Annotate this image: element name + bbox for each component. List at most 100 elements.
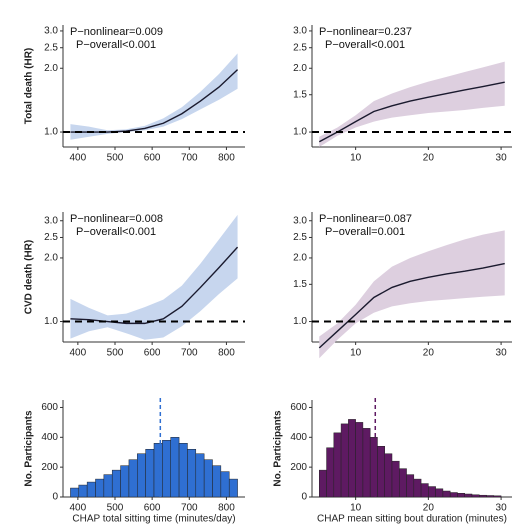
y-axis-title: No. Participants xyxy=(24,410,35,487)
y-tick-label: 3.0 xyxy=(293,215,307,226)
y-tick-label: 400 xyxy=(41,432,58,443)
histogram-bar xyxy=(355,422,364,498)
histogram-bar xyxy=(326,447,335,498)
y-tick-label: 1.0 xyxy=(44,316,58,327)
x-tick-label: 500 xyxy=(107,348,124,359)
x-tick-label: 700 xyxy=(181,348,198,359)
histogram-bar xyxy=(195,453,205,498)
y-tick-label: 3.0 xyxy=(44,26,58,37)
histogram-bar xyxy=(128,459,138,498)
y-tick-label: 3.0 xyxy=(44,215,58,226)
y-tick-label: 200 xyxy=(41,462,58,473)
y-axis-title: No. Participants xyxy=(273,410,284,487)
y-tick-label: 1.5 xyxy=(293,89,307,100)
annotation: P−nonlinear=0.237 xyxy=(319,26,412,38)
histogram-bar xyxy=(70,487,80,498)
histogram-bar xyxy=(340,423,349,498)
histogram-bar xyxy=(457,493,465,498)
y-tick-label: 2.0 xyxy=(44,253,58,264)
confidence-band xyxy=(319,230,505,359)
histogram-bar xyxy=(377,446,385,498)
x-tick-label: 800 xyxy=(218,153,235,164)
x-tick-label: 800 xyxy=(218,348,235,359)
histogram-bar xyxy=(464,493,473,498)
x-tick-label: 700 xyxy=(181,153,198,164)
histogram-bar xyxy=(137,453,146,498)
histogram-bar xyxy=(145,448,155,498)
histogram-bar xyxy=(78,484,88,498)
histogram-bar xyxy=(153,443,163,498)
histogram-bar xyxy=(162,440,171,498)
y-tick-label: 2.5 xyxy=(44,42,58,53)
x-tick-label: 400 xyxy=(70,503,87,514)
hr-curve xyxy=(70,69,239,133)
histogram-bar xyxy=(333,432,342,498)
histogram-bar xyxy=(103,474,113,498)
histogram-bar xyxy=(111,469,121,498)
histogram-bar xyxy=(442,490,451,498)
y-tick-label: 2.5 xyxy=(293,232,307,243)
histogram-bar xyxy=(95,478,105,498)
y-tick-label: 600 xyxy=(41,402,58,413)
annotation: P−nonlinear=0.008 xyxy=(70,213,163,225)
histogram-bar xyxy=(203,459,213,498)
y-tick-label: 2.0 xyxy=(44,63,58,74)
y-tick-label: 400 xyxy=(290,432,307,443)
x-tick-label: 400 xyxy=(70,348,87,359)
histogram-bar xyxy=(220,471,230,498)
histogram-bar xyxy=(212,465,222,498)
annotation: P−overall<0.001 xyxy=(76,226,156,238)
histogram-bar xyxy=(471,494,480,498)
x-tick-label: 600 xyxy=(144,503,161,514)
annotation: P−overall<0.001 xyxy=(76,39,156,51)
y-tick-label: 2.0 xyxy=(293,63,307,74)
histogram-bar xyxy=(435,488,444,498)
histogram-bar xyxy=(384,453,393,498)
x-tick-label: 700 xyxy=(181,503,198,514)
hr-curve xyxy=(318,262,505,349)
histogram-bar xyxy=(187,448,197,498)
x-tick-label: 30 xyxy=(496,348,508,359)
histogram-bar xyxy=(369,437,378,498)
y-tick-label: 0 xyxy=(52,492,58,503)
histogram-bar xyxy=(348,419,356,498)
y-axis-title: Total death (HR) xyxy=(24,48,35,124)
histogram-bar xyxy=(493,495,502,498)
y-tick-label: 2.5 xyxy=(293,42,307,53)
x-tick-label: 800 xyxy=(218,503,235,514)
annotation: P−nonlinear=0.087 xyxy=(319,213,412,225)
histogram-bar xyxy=(420,483,429,498)
x-axis-title: CHAP total sitting time (minutes/day) xyxy=(72,514,235,525)
annotation: P−overall=0.001 xyxy=(325,226,405,238)
confidence-band xyxy=(319,61,505,148)
x-tick-label: 30 xyxy=(496,503,508,514)
y-tick-label: 2.0 xyxy=(293,253,307,264)
y-tick-label: 1.5 xyxy=(293,279,307,290)
histogram-bar xyxy=(486,495,495,498)
histogram-bar xyxy=(228,478,238,498)
histogram-bar xyxy=(406,474,415,498)
annotation: P−overall<0.001 xyxy=(325,39,405,51)
y-tick-label: 1.0 xyxy=(293,127,307,138)
histogram-bar xyxy=(479,494,487,498)
histogram-bar xyxy=(428,486,436,498)
x-tick-label: 600 xyxy=(144,153,161,164)
histogram-bar xyxy=(319,469,327,498)
x-tick-label: 400 xyxy=(70,153,87,164)
confidence-band xyxy=(70,53,238,140)
y-axis-title: CVD death (HR) xyxy=(24,240,35,314)
histogram-bar xyxy=(86,481,96,498)
histogram-bar xyxy=(449,492,458,498)
y-tick-label: 1.0 xyxy=(44,127,58,138)
annotation: P−nonlinear=0.009 xyxy=(70,26,163,38)
x-tick-label: 20 xyxy=(423,503,435,514)
x-tick-label: 10 xyxy=(350,348,362,359)
y-tick-label: 200 xyxy=(290,462,307,473)
x-tick-label: 600 xyxy=(144,348,161,359)
x-tick-label: 20 xyxy=(423,348,435,359)
x-tick-label: 30 xyxy=(496,153,508,164)
x-tick-label: 10 xyxy=(350,153,362,164)
histogram-bar xyxy=(399,468,407,498)
y-tick-label: 600 xyxy=(290,402,307,413)
